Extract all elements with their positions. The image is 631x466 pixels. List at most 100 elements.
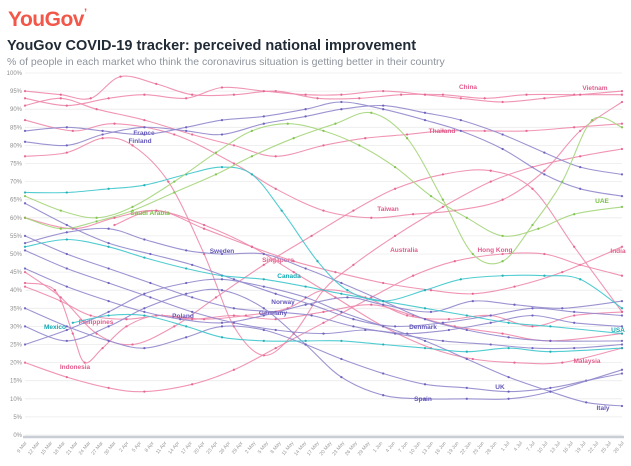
series-marker-vietnam: [65, 104, 68, 107]
series-marker-saudi-arabia: [131, 209, 134, 212]
series-marker-france: [543, 151, 546, 154]
series-marker-finland: [579, 187, 582, 190]
series-marker-denmark: [364, 328, 367, 332]
series-marker-finland: [423, 118, 427, 122]
series-marker-sweden: [143, 238, 146, 241]
series-marker-sweden: [465, 328, 468, 332]
series-line-taiwan: [24, 101, 623, 219]
series-marker-sweden: [107, 227, 110, 230]
series-marker-usa: [65, 238, 68, 241]
series-marker-sweden: [65, 231, 68, 234]
y-tick-label: 85%: [10, 125, 23, 131]
y-tick-label: 20%: [10, 361, 23, 367]
series-marker-singapore: [167, 180, 170, 183]
series-marker-poland: [471, 299, 474, 303]
series-marker-thailand: [232, 144, 236, 147]
series-marker-france: [501, 133, 504, 136]
series-marker-france: [220, 133, 224, 136]
series-marker-china: [483, 97, 486, 100]
series-marker-philippines: [125, 318, 128, 321]
series-marker-finland: [382, 108, 385, 111]
series-marker-spain: [465, 397, 468, 400]
series-label-singapore: Singapore: [262, 257, 294, 264]
series-marker-france: [304, 115, 307, 118]
series-marker-canada: [65, 191, 68, 194]
series-marker-france: [579, 165, 582, 169]
series-marker-uae: [465, 216, 468, 219]
series-marker-italy: [185, 281, 188, 285]
series-marker-uk: [23, 307, 27, 310]
y-tick-label: 25%: [10, 343, 23, 349]
y-tick-label: 65%: [10, 198, 23, 204]
x-tick-label: 17 Apr: [180, 440, 194, 455]
series-marker-australia: [173, 325, 176, 328]
series-marker-italy: [423, 339, 427, 343]
yougov-logo: YouGov’: [8, 8, 87, 32]
series-marker-norway: [232, 278, 236, 281]
x-tick-label: 24 Mar: [78, 440, 93, 456]
series-marker-singapore: [393, 234, 397, 238]
series-marker-norway: [107, 241, 110, 245]
series-marker-usa: [340, 292, 343, 295]
series-marker-singapore: [202, 252, 206, 256]
series-marker-hong-kong: [543, 252, 546, 256]
series-marker-philippines: [531, 325, 534, 328]
series-marker-sweden: [507, 336, 510, 339]
series-marker-indonesia: [101, 346, 104, 350]
series-marker-vietnam: [185, 97, 188, 100]
y-tick-label: 45%: [10, 270, 23, 276]
series-marker-uae: [620, 205, 624, 209]
x-tick-label: 18 Mar: [52, 440, 67, 456]
series-marker-uk: [220, 325, 224, 328]
series-marker-denmark: [23, 249, 27, 252]
series-marker-germany: [191, 296, 194, 299]
series-marker-hong-kong: [322, 321, 325, 324]
series-marker-norway: [149, 252, 152, 256]
series-marker-poland: [561, 307, 564, 310]
series-marker-china: [119, 75, 122, 78]
series-marker-thailand: [322, 144, 325, 147]
series-marker-germany: [441, 339, 445, 343]
series-marker-denmark: [191, 310, 194, 314]
series-marker-india: [155, 209, 158, 212]
series-marker-china: [59, 93, 62, 96]
series-marker-spain: [262, 307, 265, 310]
series-marker-spain: [340, 375, 343, 379]
series-label-spain: Spain: [414, 396, 432, 403]
series-marker-norway: [393, 325, 397, 328]
series-marker-indonesia: [71, 332, 74, 335]
series-marker-vietnam: [262, 89, 265, 93]
series-marker-australia: [352, 209, 355, 212]
series-marker-spain: [220, 289, 224, 292]
x-tick-label: 16 Jul: [562, 441, 575, 455]
series-marker-poland: [304, 303, 307, 306]
y-tick-label: 50%: [10, 252, 23, 258]
series-marker-italy: [549, 390, 552, 393]
series-marker-saudi-arabia: [173, 191, 176, 194]
series-marker-germany: [107, 267, 110, 270]
x-tick-label: 2 Apr: [118, 440, 130, 453]
series-marker-thailand: [23, 104, 27, 107]
series-marker-france: [23, 140, 27, 143]
series-marker-hong-kong: [370, 296, 373, 299]
series-line-india: [114, 210, 623, 295]
series-marker-uae: [573, 213, 576, 216]
series-marker-mexico: [71, 321, 74, 324]
series-marker-finland: [65, 126, 68, 129]
series-marker-china: [525, 93, 528, 96]
series-marker-indonesia: [232, 314, 236, 317]
series-marker-italy: [107, 310, 110, 314]
x-tick-label: 15 Mar: [40, 440, 55, 456]
series-marker-denmark: [274, 328, 277, 332]
series-marker-france: [459, 118, 462, 122]
series-marker-canada: [346, 289, 349, 292]
series-marker-uae: [59, 209, 62, 212]
series-marker-vietnam: [423, 93, 427, 96]
series-marker-philippines: [23, 285, 27, 288]
series-marker-indonesia: [83, 361, 86, 364]
series-marker-germany: [489, 343, 492, 346]
series-marker-finland: [185, 126, 188, 129]
series-marker-indonesia: [322, 310, 325, 314]
series-marker-spain: [23, 325, 27, 328]
